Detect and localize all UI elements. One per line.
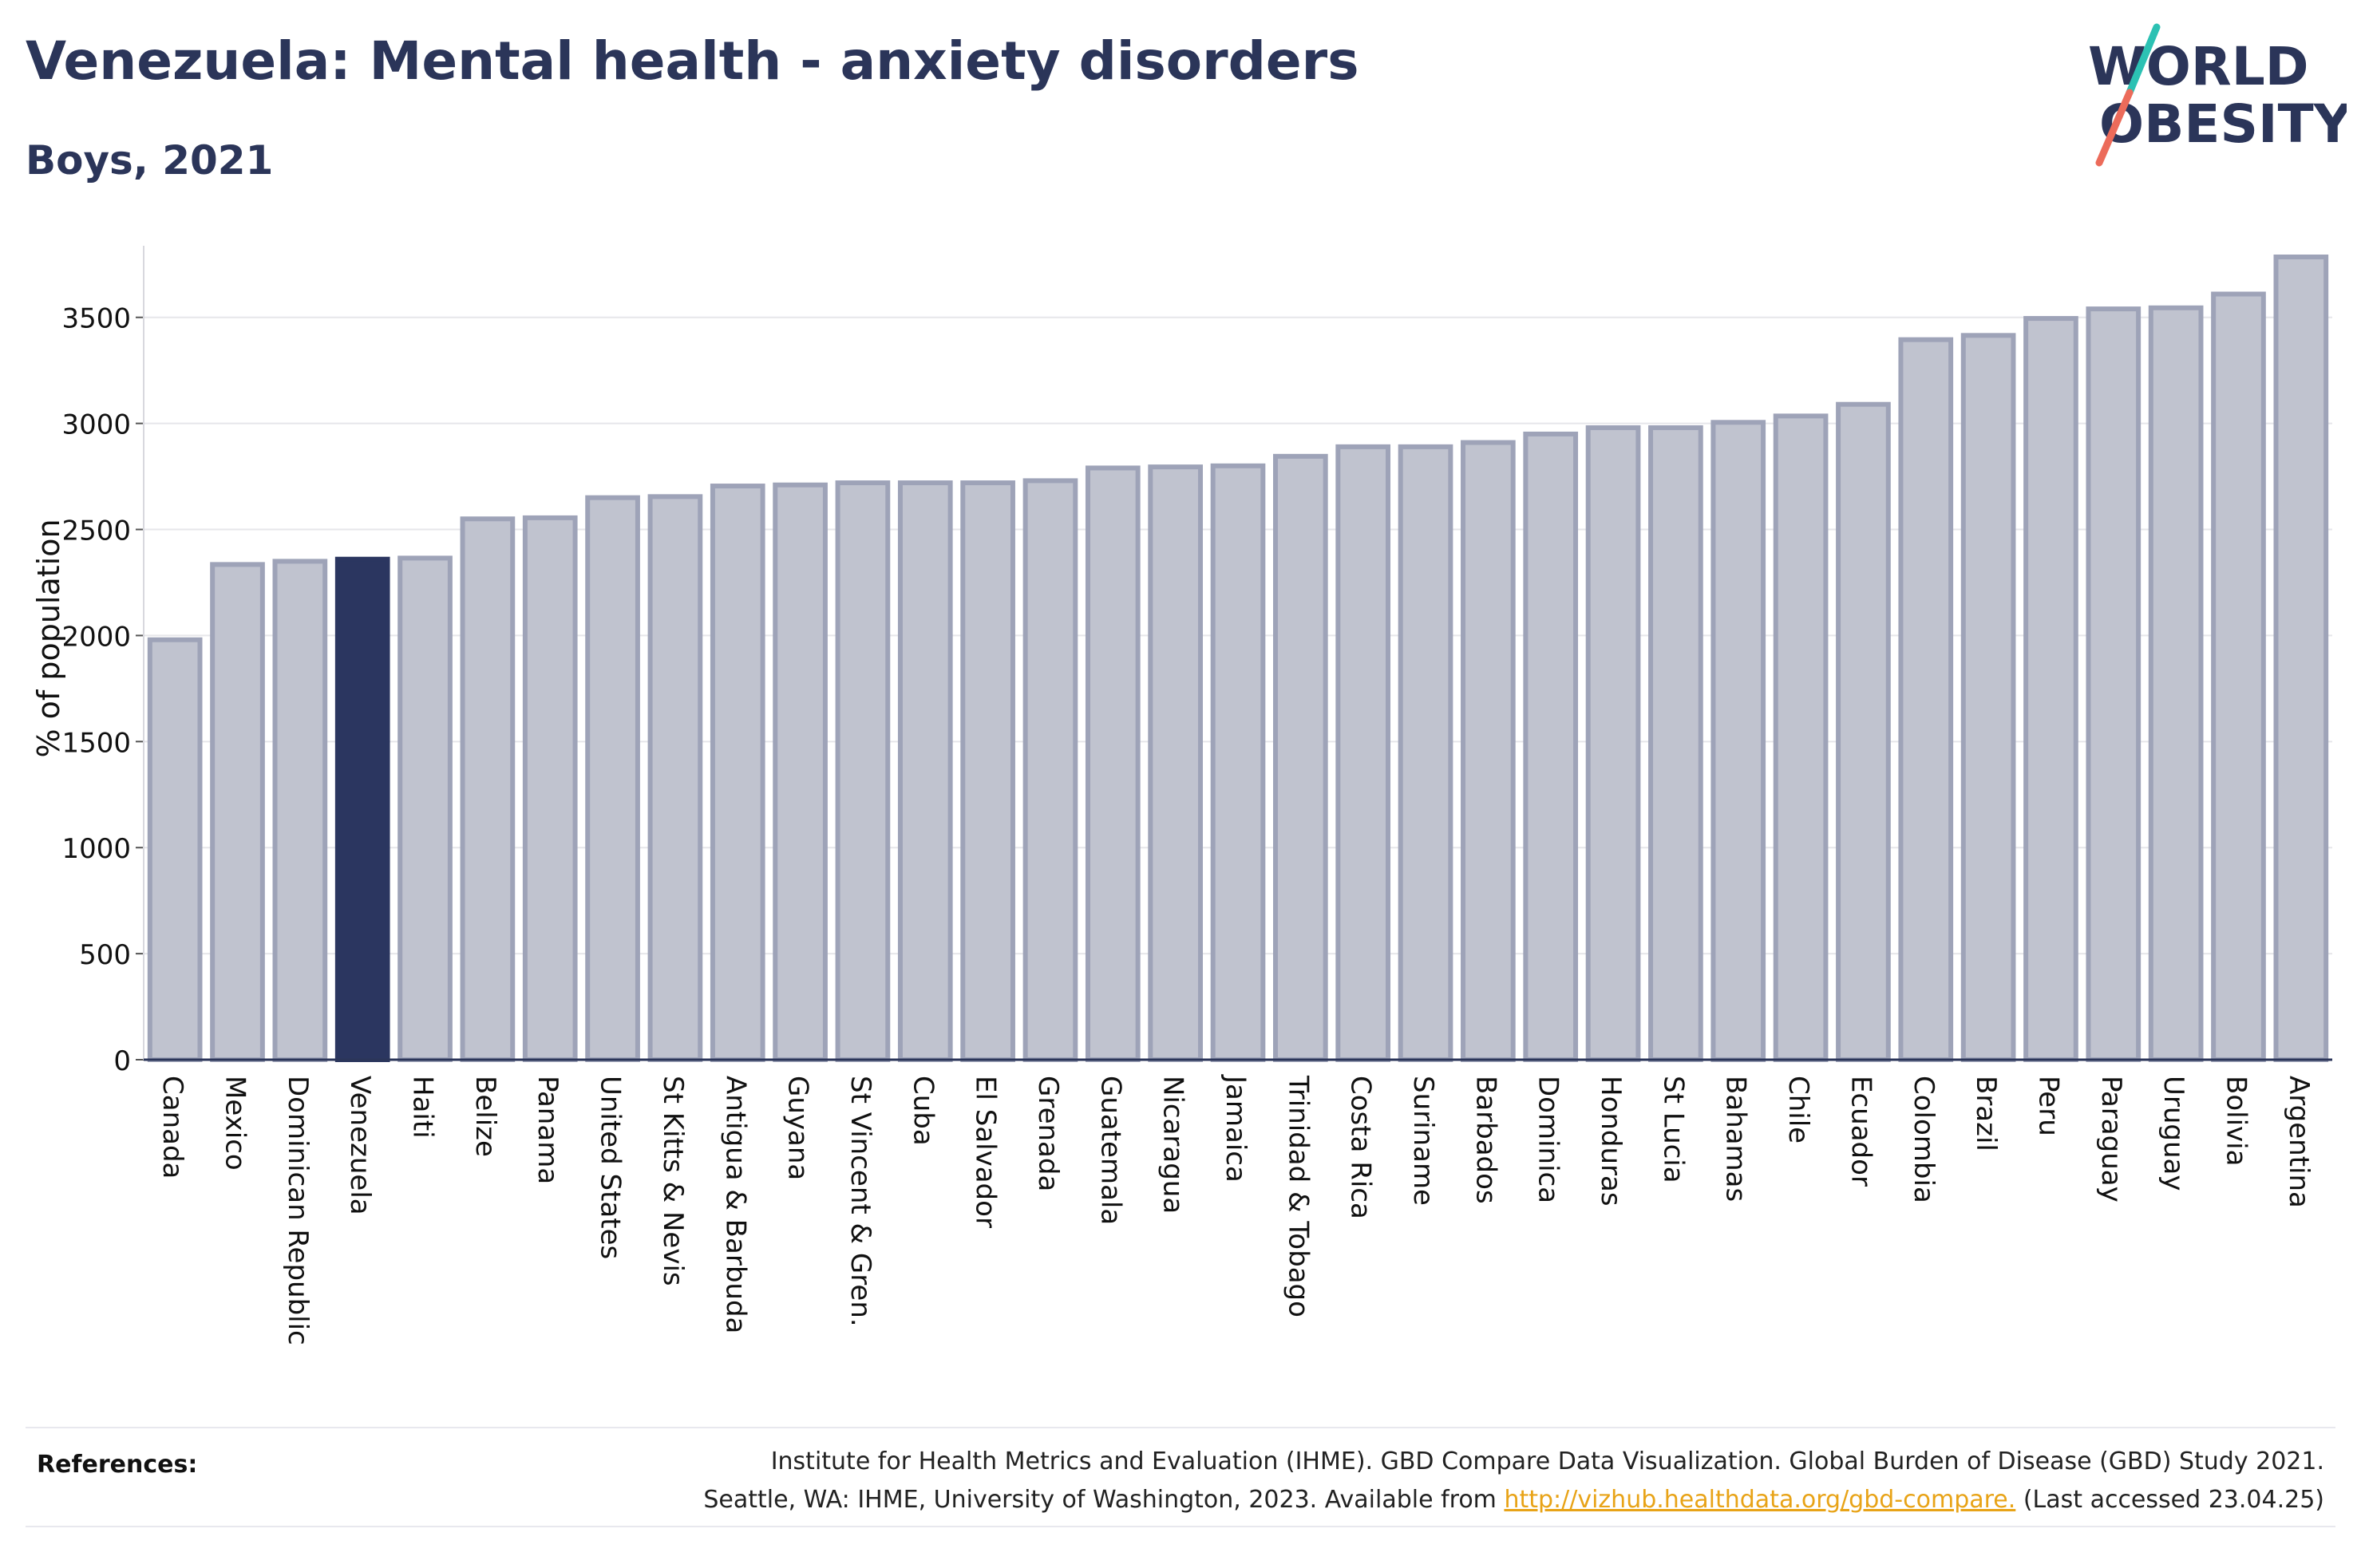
x-tick-label: United States	[595, 1076, 627, 1259]
references-line-2-suffix: (Last accessed 23.04.25)	[2015, 1486, 2324, 1514]
bar-bahamas[interactable]	[1710, 420, 1766, 1062]
x-tick-label: Jamaica	[1220, 1074, 1252, 1183]
bar-dominica[interactable]	[1523, 431, 1579, 1062]
y-tick-label: 3000	[61, 409, 131, 441]
bar-haiti[interactable]	[397, 555, 453, 1062]
x-tick-label: Dominica	[1532, 1076, 1564, 1203]
x-tick-label: Costa Rica	[1345, 1076, 1377, 1219]
y-tick-label: 1000	[61, 833, 131, 865]
y-tick-label: 3500	[61, 303, 131, 335]
x-tick-label: Brazil	[1970, 1076, 2002, 1151]
x-tick-label: Honduras	[1595, 1076, 1627, 1207]
x-tick-label: Cuba	[907, 1076, 939, 1146]
world-obesity-logo: WORLD OBESITY	[2088, 23, 2347, 167]
bar-st-vincent-gren-[interactable]	[835, 480, 891, 1062]
x-tick-label: Dominican Republic	[282, 1076, 314, 1345]
bar-bolivia[interactable]	[2211, 291, 2266, 1062]
chart-title: Venezuela: Mental health - anxiety disor…	[26, 30, 1359, 92]
x-tick-label: Venezuela	[344, 1076, 376, 1215]
bar-belize[interactable]	[460, 516, 516, 1062]
references-top-rule	[26, 1427, 2335, 1428]
references-link[interactable]: http://vizhub.healthdata.org/gbd-compare…	[1504, 1486, 2016, 1514]
references-label: References:	[37, 1451, 198, 1479]
y-tick-label: 500	[79, 939, 131, 971]
references-text: Institute for Health Metrics and Evaluat…	[703, 1443, 2324, 1519]
bar-costa-rica[interactable]	[1335, 444, 1391, 1062]
bar-uruguay[interactable]	[2148, 305, 2204, 1062]
x-tick-label: Colombia	[1908, 1076, 1940, 1203]
logo-word-obesity: OBESITY	[2099, 93, 2347, 155]
logo-slash-coral	[2095, 89, 2134, 167]
bar-colombia[interactable]	[1898, 337, 1954, 1063]
y-axis: 0 500 1000 1500 2000 2500 3000 3500	[61, 246, 144, 1077]
y-axis-label: % of population	[31, 519, 66, 757]
bar-antigua-barbuda[interactable]	[710, 484, 765, 1062]
bar-jamaica[interactable]	[1210, 463, 1266, 1062]
x-tick-label: Barbados	[1469, 1076, 1501, 1204]
bar-st-kitts-nevis[interactable]	[647, 494, 703, 1062]
x-tick-label: Canada	[156, 1076, 188, 1179]
bar-el-salvador[interactable]	[960, 480, 1015, 1062]
x-tick-label: Argentina	[2283, 1076, 2315, 1208]
bar-suriname[interactable]	[1398, 444, 1453, 1062]
x-tick-label: Grenada	[1032, 1076, 1064, 1191]
x-tick-label: Panama	[532, 1076, 564, 1184]
y-tick-label: 1500	[61, 727, 131, 759]
logo-slash-teal	[2126, 23, 2161, 97]
bar-guyana[interactable]	[773, 482, 828, 1062]
bar-panama[interactable]	[522, 515, 578, 1062]
bar-venezuela[interactable]	[334, 556, 390, 1062]
x-tick-label: Belize	[469, 1076, 501, 1157]
x-tick-label: Guyana	[782, 1076, 814, 1180]
bar-honduras[interactable]	[1585, 425, 1641, 1062]
x-tick-label: St Kitts & Nevis	[657, 1076, 689, 1286]
bar-argentina[interactable]	[2273, 254, 2329, 1063]
x-tick-label: Peru	[2032, 1076, 2064, 1136]
x-axis: Canada Mexico Dominican Republic Venezuela H…	[144, 1058, 2332, 1345]
y-tick-label: 2000	[61, 621, 131, 653]
bar-st-lucia[interactable]	[1648, 425, 1703, 1062]
bar-mexico[interactable]	[210, 562, 265, 1062]
x-tick-label: Antigua & Barbuda	[719, 1076, 751, 1333]
bar-trinidad-tobago[interactable]	[1273, 453, 1328, 1062]
x-tick-label: Bahamas	[1720, 1076, 1752, 1202]
bar-barbados[interactable]	[1461, 440, 1516, 1062]
x-tick-label: Suriname	[1407, 1076, 1439, 1206]
y-tick-label: 2500	[61, 515, 131, 547]
x-tick-label: Bolivia	[2220, 1076, 2252, 1166]
x-tick-label: Guatemala	[1094, 1076, 1126, 1225]
x-tick-label: St Lucia	[1657, 1076, 1689, 1183]
bar-cuba[interactable]	[897, 480, 953, 1062]
x-tick-label: Ecuador	[1845, 1076, 1877, 1187]
bar-guatemala[interactable]	[1085, 465, 1141, 1062]
x-tick-label: Nicaragua	[1157, 1076, 1189, 1214]
bar-grenada[interactable]	[1022, 478, 1078, 1062]
bar-chile[interactable]	[1773, 413, 1829, 1062]
bars	[147, 254, 2329, 1063]
bar-peru[interactable]	[2023, 316, 2078, 1062]
bar-nicaragua[interactable]	[1148, 464, 1203, 1062]
logo-word-world: WORLD	[2088, 36, 2309, 97]
bar-dominican-republic[interactable]	[272, 559, 328, 1062]
bar-canada[interactable]	[147, 637, 203, 1062]
x-tick-label: Trinidad & Tobago	[1282, 1075, 1314, 1317]
y-tick-label: 0	[113, 1045, 131, 1077]
bar-ecuador[interactable]	[1836, 401, 1891, 1063]
x-tick-label: St Vincent & Gren.	[844, 1076, 876, 1327]
x-tick-label: Paraguay	[2095, 1076, 2127, 1203]
bar-chart: 0 500 1000 1500 2000 2500 3000 3500 Canada Mexic…	[31, 246, 2332, 1345]
bar-paraguay[interactable]	[2086, 306, 2142, 1062]
references-bottom-rule	[26, 1526, 2335, 1527]
chart-subtitle: Boys, 2021	[26, 137, 274, 184]
x-tick-label: Mexico	[219, 1076, 251, 1171]
references-line-1: Institute for Health Metrics and Evaluat…	[770, 1448, 2324, 1475]
bar-brazil[interactable]	[1960, 333, 2016, 1063]
x-tick-label: Haiti	[407, 1076, 439, 1139]
references-line-2-prefix: Seattle, WA: IHME, University of Washing…	[703, 1486, 1505, 1514]
x-tick-label: El Salvador	[970, 1076, 1002, 1228]
x-tick-label: Chile	[1782, 1076, 1814, 1143]
x-tick-label: Uruguay	[2157, 1076, 2189, 1191]
references-line-2: Seattle, WA: IHME, University of Washing…	[703, 1481, 2324, 1519]
bar-united-states[interactable]	[585, 495, 640, 1062]
